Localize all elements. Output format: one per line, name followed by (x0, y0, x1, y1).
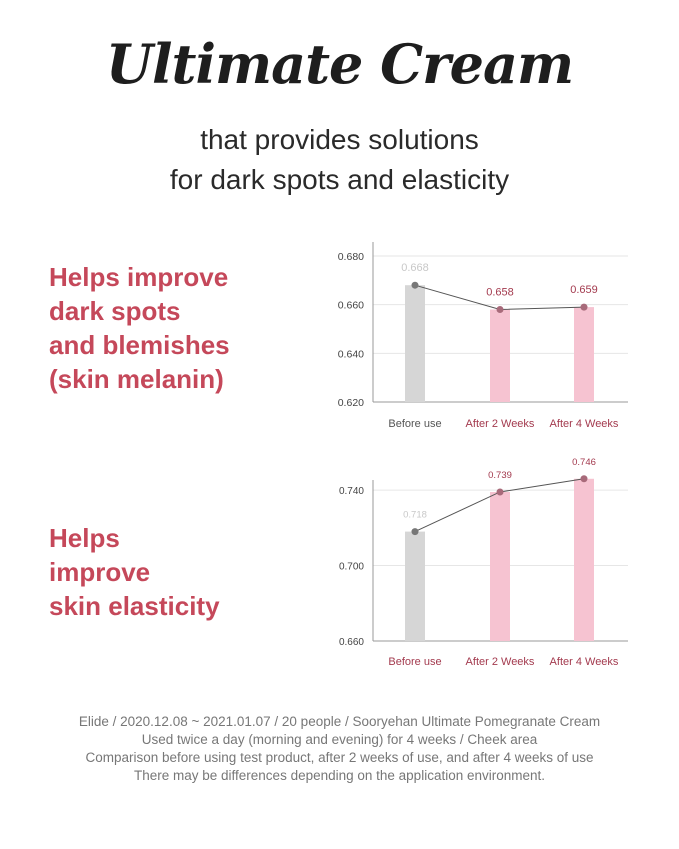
footnote: Elide / 2020.12.08 ~ 2021.01.07 / 20 peo… (0, 713, 679, 785)
footnote-line: There may be differences depending on th… (133, 768, 546, 783)
heading-line: skin elasticity (49, 591, 220, 621)
y-tick-label: 0.620 (338, 397, 364, 409)
data-label: 0.658 (486, 287, 514, 299)
heading-line: (skin melanin) (49, 364, 224, 394)
category-label: Before use (388, 418, 441, 430)
trend-point (411, 281, 419, 289)
category-label: After 2 Weeks (466, 656, 535, 668)
page-title: Ultimate Cream (105, 32, 574, 96)
data-label: 0.746 (572, 457, 596, 468)
section-heading-elasticity: Helps improve skin elasticity (49, 521, 220, 623)
category-label: After 2 Weeks (466, 418, 535, 430)
y-tick-label: 0.740 (339, 486, 364, 497)
section-heading-dark-spots: Helps improve dark spots and blemishes (… (49, 260, 230, 396)
y-tick-label: 0.700 (339, 562, 364, 573)
data-label: 0.659 (570, 284, 598, 296)
data-label: 0.668 (401, 262, 429, 274)
heading-line: dark spots (49, 296, 181, 326)
subtitle-line-1: that provides solutions (200, 124, 479, 155)
data-label: 0.718 (403, 510, 427, 521)
footnote-line: Used twice a day (morning and evening) f… (141, 732, 538, 747)
heading-line: Helps improve (49, 262, 229, 292)
trend-point (411, 528, 419, 536)
bar (490, 491, 510, 641)
y-tick-label: 0.660 (338, 300, 364, 312)
heading-line: Helps (49, 523, 120, 553)
y-tick-label: 0.640 (338, 348, 364, 360)
data-label: 0.739 (488, 470, 512, 481)
bar (574, 307, 594, 402)
subtitle-line-2: for dark spots and elasticity (169, 164, 510, 195)
y-tick-label: 0.660 (339, 637, 364, 648)
heading-line: improve (49, 557, 151, 587)
heading-line: and blemishes (49, 330, 230, 360)
category-label: After 4 Weeks (550, 418, 619, 430)
footnote-line: Elide / 2020.12.08 ~ 2021.01.07 / 20 peo… (78, 714, 601, 729)
category-label: Before use (388, 656, 441, 668)
bar (490, 309, 510, 402)
trend-point (580, 303, 588, 311)
bar (405, 285, 425, 402)
bar (405, 531, 425, 641)
y-tick-label: 0.680 (338, 251, 364, 263)
bar (574, 478, 594, 641)
trend-point (496, 488, 504, 496)
trend-point (496, 306, 504, 314)
category-label: After 4 Weeks (550, 656, 619, 668)
trend-point (580, 475, 588, 483)
footnote-line: Comparison before using test product, af… (85, 750, 594, 765)
